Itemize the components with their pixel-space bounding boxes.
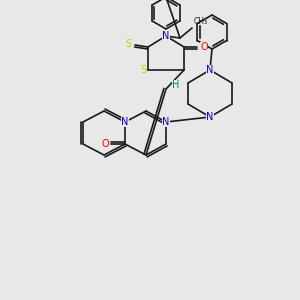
Text: O: O [200, 42, 208, 52]
Text: N: N [162, 117, 170, 127]
Text: N: N [162, 31, 170, 41]
Text: N: N [121, 117, 129, 127]
Text: S: S [125, 39, 131, 49]
Text: O: O [101, 139, 109, 149]
Text: N: N [206, 65, 214, 75]
Text: H: H [172, 80, 180, 90]
Text: CH₃: CH₃ [194, 17, 208, 26]
Text: N: N [206, 112, 214, 122]
Text: S: S [140, 65, 146, 75]
